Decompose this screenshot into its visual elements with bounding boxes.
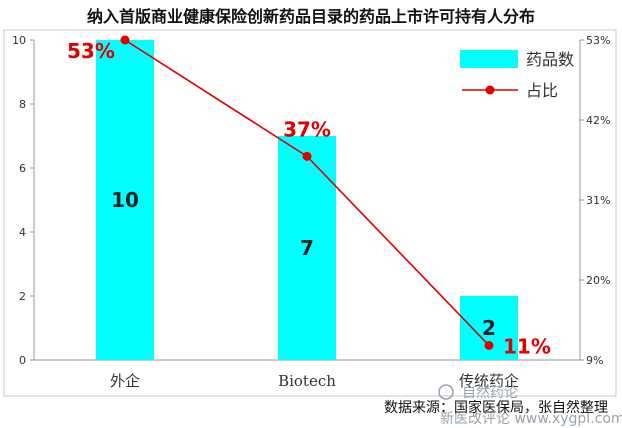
y-right-tick-label: 9% xyxy=(586,354,603,367)
watermark-site: 新医改评论 www.xygpl.com xyxy=(440,411,622,427)
y-left-tick-label: 10 xyxy=(12,34,26,47)
y-left-tick-label: 6 xyxy=(19,162,26,175)
y-left-tick-label: 4 xyxy=(19,226,26,239)
legend-swatch-bars xyxy=(460,50,518,68)
x-tick-label: 传统药企 xyxy=(459,372,519,390)
y-right-tick-label: 53% xyxy=(586,34,610,47)
watermark-logo-icon xyxy=(438,384,454,400)
legend-swatch-marker xyxy=(485,85,495,95)
watermark-brand: 自然药论 xyxy=(462,384,518,401)
legend-label-bars: 药品数 xyxy=(526,50,574,69)
y-left-tick-label: 0 xyxy=(19,354,26,367)
y-right-tick-label: 31% xyxy=(586,194,610,207)
line-point xyxy=(302,151,312,161)
line-value-label: 53% xyxy=(67,39,115,63)
chart-title: 纳入首版商业健康保险创新药品目录的药品上市许可持有人分布 xyxy=(87,7,535,26)
bar-value-label: 2 xyxy=(482,316,496,340)
line-point xyxy=(484,340,494,350)
watermark: 自然药论 新医改评论 www.xygpl.com xyxy=(438,384,622,427)
axes: 0 2 4 6 8 10 9% 20% 31% 42% 53% 外企 Biotech 传统药企 xyxy=(12,34,610,390)
line-value-label: 11% xyxy=(503,334,551,358)
x-tick-label: Biotech xyxy=(278,372,336,390)
line-series xyxy=(120,35,494,350)
y-right-tick-label: 42% xyxy=(586,114,610,127)
y-left-tick-label: 2 xyxy=(19,290,26,303)
source-note: 数据来源：国家医保局，张自然整理 xyxy=(384,399,608,416)
line-point xyxy=(120,35,130,45)
bar-value-label: 10 xyxy=(111,188,139,212)
line-value-label: 37% xyxy=(283,117,331,141)
bar xyxy=(278,136,336,360)
bar-series xyxy=(96,40,518,360)
legend-label-line: 占比 xyxy=(526,81,558,100)
y-right-tick-label: 20% xyxy=(586,274,610,287)
plot-border xyxy=(3,29,617,397)
data-labels: 10 7 2 53% 37% 11% xyxy=(67,39,551,358)
bar xyxy=(96,40,154,360)
x-tick-label: 外企 xyxy=(110,372,140,390)
bar-value-label: 7 xyxy=(300,236,314,260)
y-left-tick-label: 8 xyxy=(19,98,26,111)
